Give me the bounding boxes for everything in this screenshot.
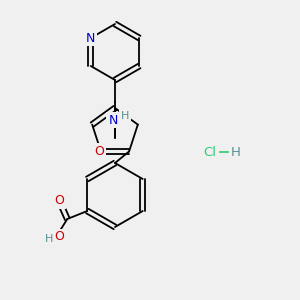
Text: H: H [45, 234, 53, 244]
Text: O: O [94, 145, 104, 158]
Text: O: O [54, 230, 64, 244]
Text: Cl: Cl [203, 146, 217, 158]
Text: N: N [86, 32, 95, 44]
Text: O: O [54, 194, 64, 208]
Text: H: H [121, 111, 129, 121]
Text: N: N [108, 113, 118, 127]
Text: H: H [231, 146, 241, 158]
